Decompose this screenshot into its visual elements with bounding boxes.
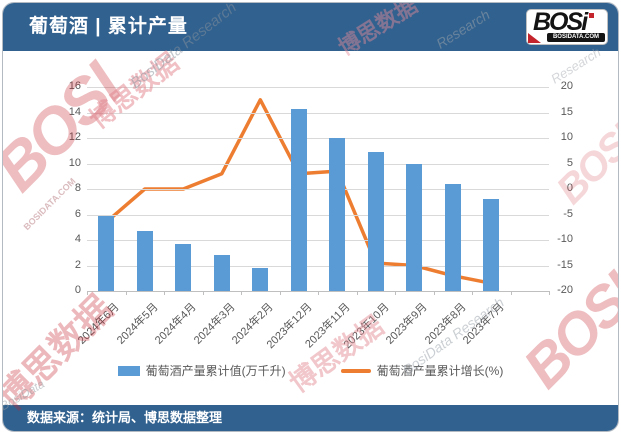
right-axis-label: 0	[566, 182, 573, 194]
gridline	[87, 87, 549, 88]
right-axis-label: -15	[557, 258, 573, 271]
header-bar: 葡萄酒 | 累计产量 BOSi BOSIDATA.COM	[3, 3, 618, 51]
bar-2023年9月	[406, 163, 423, 291]
logo-text-i: i	[581, 8, 588, 36]
x-axis-tick	[241, 291, 242, 295]
x-axis-tick	[125, 291, 127, 295]
bar-2023年11月	[329, 138, 346, 291]
x-axis-tick	[395, 291, 396, 295]
gridline	[87, 240, 549, 241]
left-axis-label: 2	[74, 258, 81, 271]
gridline	[87, 112, 549, 114]
gridline	[87, 265, 549, 267]
left-axis-label: 10	[68, 156, 81, 169]
left-axis-label: 8	[74, 182, 81, 194]
legend-line-swatch-icon	[340, 368, 371, 373]
x-axis-tick	[433, 291, 435, 295]
logo-red-triangle-icon	[528, 33, 541, 43]
bar-2023年8月	[444, 183, 461, 291]
logo-domain-label: BOSIDATA.COM	[547, 33, 605, 42]
left-axis-label: 16	[68, 80, 81, 92]
logo-text-bos: BOS	[533, 8, 583, 36]
chart-area: 葡萄酒产量累计值(万千升) 葡萄酒产量累计增长(%) 0 2 4 6 8 10 12 14 16 -…	[3, 51, 618, 405]
logo-red-dot-icon	[589, 13, 594, 18]
bar-2023年12月	[290, 108, 307, 291]
page-title: 葡萄酒 | 累计产量	[29, 16, 188, 37]
left-axis-label: 6	[74, 207, 81, 220]
gridline	[87, 163, 549, 165]
right-axis-label: 5	[566, 156, 573, 169]
right-axis-label: 10	[560, 131, 573, 143]
x-axis-tick	[87, 291, 88, 295]
x-axis-tick	[202, 291, 204, 295]
x-axis-tick	[164, 291, 165, 295]
x-axis-label: 2024年6月	[76, 301, 122, 347]
x-axis-tick	[472, 291, 473, 295]
left-axis-label: 0	[74, 284, 81, 296]
bar-2023年7月	[483, 199, 500, 291]
legend-label: 葡萄酒产量累计值(万千升)	[145, 364, 286, 378]
bar-2024年6月	[98, 215, 115, 291]
right-axis-label: -10	[557, 233, 573, 245]
gridline	[87, 138, 549, 139]
bar-2023年10月	[367, 152, 384, 291]
legend-item: 葡萄酒产量累计值(万千升)	[117, 362, 286, 379]
x-axis-tick	[318, 291, 319, 295]
right-axis-label: 15	[560, 105, 573, 118]
chart-legend: 葡萄酒产量累计值(万千升) 葡萄酒产量累计增长(%)	[3, 362, 618, 379]
left-axis-label: 4	[74, 233, 81, 245]
x-axis-tick	[549, 291, 550, 295]
bar-2024年4月	[175, 243, 192, 291]
data-source-label: 数据来源：统计局、博思数据整理	[27, 410, 223, 425]
x-axis-tick	[510, 291, 512, 295]
logo-text: BOSi	[533, 8, 588, 37]
bar-2024年2月	[252, 268, 269, 291]
right-axis-label: 20	[560, 80, 573, 92]
bosi-logo: BOSi BOSIDATA.COM	[526, 8, 608, 45]
right-axis-label: -5	[563, 207, 573, 220]
bar-2024年3月	[213, 255, 230, 291]
x-axis-tick	[279, 291, 281, 295]
legend-label: 葡萄酒产量累计增长(%)	[376, 364, 504, 378]
right-axis-label: -20	[557, 284, 573, 296]
left-axis-label: 14	[68, 105, 81, 118]
gridline	[87, 214, 549, 216]
x-axis-tick	[356, 291, 358, 295]
footer-bar: 数据来源：统计局、博思数据整理	[3, 405, 618, 431]
left-axis-label: 12	[68, 131, 81, 143]
legend-item: 葡萄酒产量累计增长(%)	[340, 362, 504, 379]
bar-2024年5月	[136, 231, 153, 291]
gridline	[87, 189, 549, 190]
legend-bar-swatch-icon	[117, 365, 140, 376]
